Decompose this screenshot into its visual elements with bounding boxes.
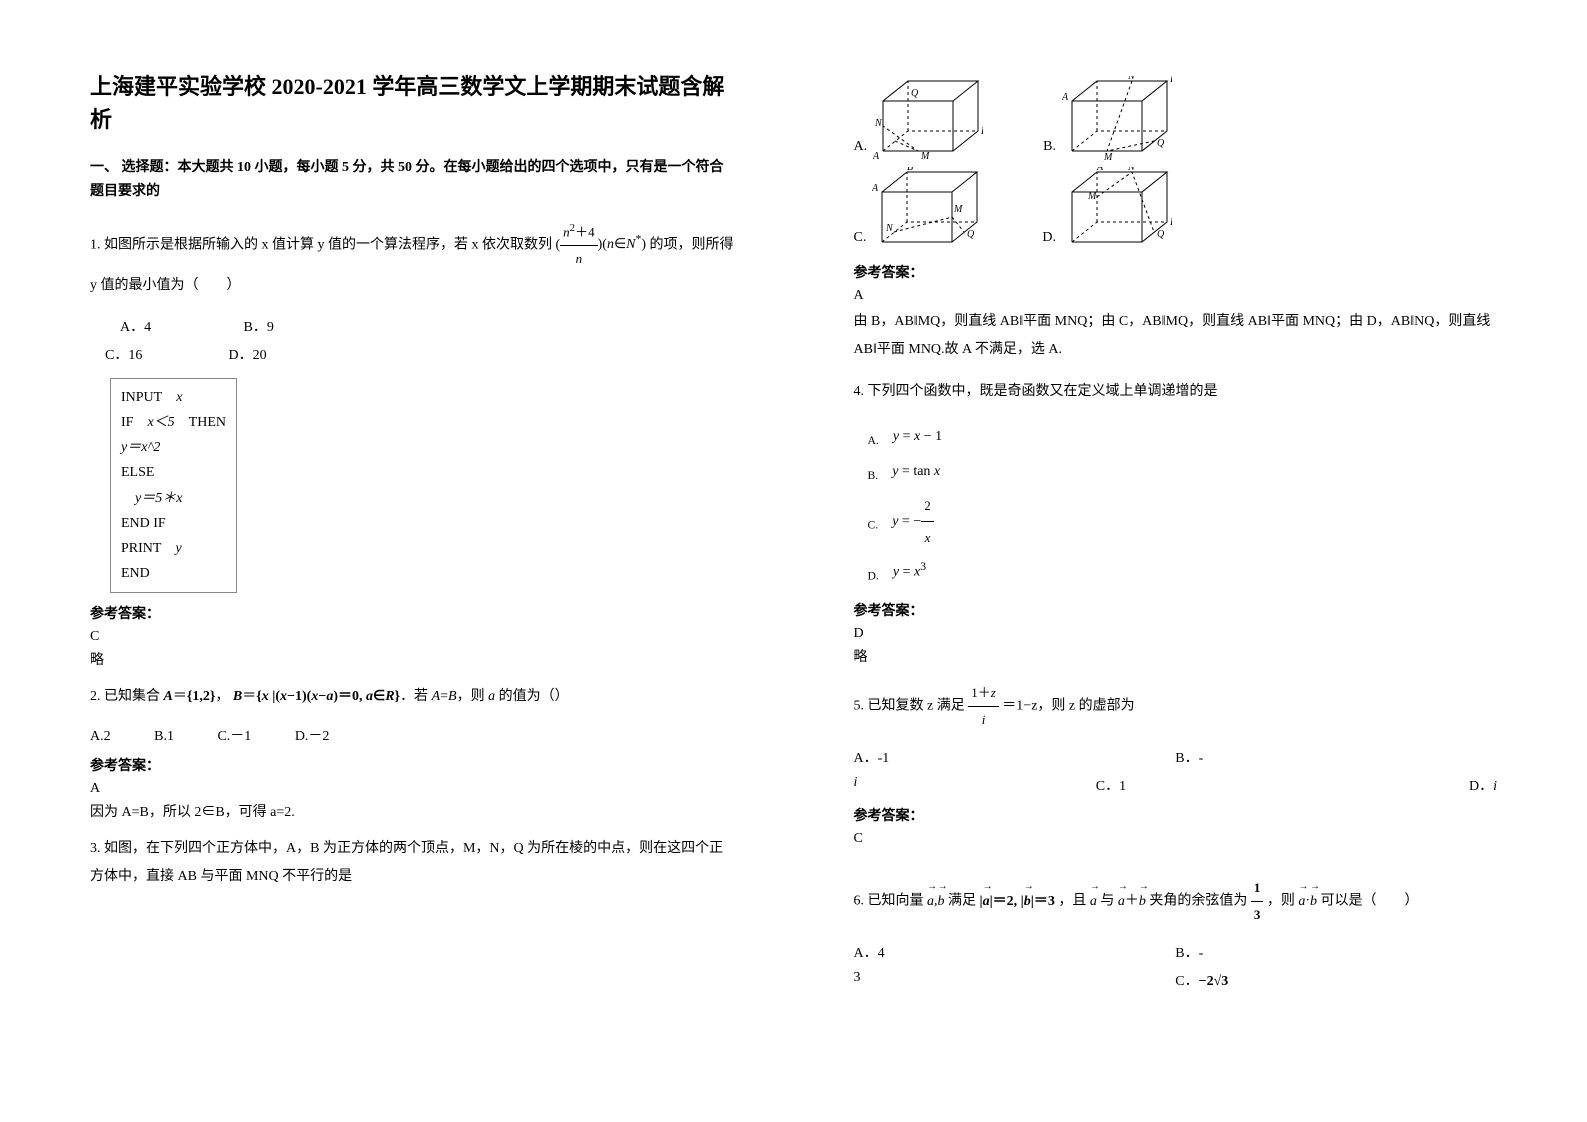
question-6: 6. 已知向量 a,b 满足 |a|＝2, |b|＝3 ，且 a 与 a＋b 夹… — [854, 875, 1498, 928]
q5-opt-b-i: i — [854, 775, 858, 790]
q2-opt-b: B.1 — [154, 729, 174, 745]
svg-text:B: B — [1170, 76, 1172, 85]
q6-opt-c: C． — [1175, 974, 1198, 989]
q1-options: A．4 B．9 C．16 D．20 — [120, 314, 734, 370]
q5-options: A．-1 B．- i C．1 D．i — [854, 747, 1498, 795]
svg-text:N: N — [1127, 76, 1136, 82]
q3-explain: 由 B，AB‖MQ，则直线 AB‖平面 MNQ；由 C，AB‖MQ，则直线 AB… — [854, 308, 1498, 364]
svg-text:N: N — [885, 223, 894, 234]
q1-ans: C — [90, 629, 734, 645]
cube-d-icon: A B N M Q — [1062, 167, 1172, 252]
q2-opt-a: A.2 — [90, 729, 111, 745]
svg-text:B: B — [981, 126, 983, 137]
svg-text:Q: Q — [1157, 229, 1165, 240]
q1-opt-d: D．20 — [229, 348, 267, 363]
q5-stem-a: 5. 已知复数 z 满足 — [854, 699, 965, 714]
q1-code: INPUT x IF x＜5 THEN y＝x^2 ELSE y＝5＊x END… — [110, 378, 237, 594]
svg-text:Q: Q — [967, 229, 975, 240]
q1-note: 略 — [90, 649, 734, 669]
svg-text:N: N — [1127, 167, 1136, 173]
q3-label-b: B. — [1043, 139, 1056, 161]
question-5: 5. 已知复数 z 满足 1＋zi ＝1−z，则 z 的虚部为 — [854, 680, 1498, 733]
q2-ans: A — [90, 781, 734, 797]
q4-options: A. y = x − 1 B. y = tan x C. y = −2x D. … — [868, 420, 1498, 590]
q5-opt-b: B．- — [1175, 747, 1497, 767]
svg-text:A: A — [1062, 92, 1069, 103]
svg-text:B: B — [907, 167, 913, 173]
q6-opt-a: A．4 — [854, 942, 1176, 962]
svg-text:M: M — [953, 204, 963, 215]
svg-text:M: M — [920, 151, 930, 161]
cube-a-icon: Q M N A B — [873, 76, 983, 161]
q4-ans: D — [854, 626, 1498, 642]
q2-opt-c: C.－1 — [217, 725, 251, 745]
q1-stem-a: 1. 如图所示是根据所输入的 x 值计算 y 值的一个算法程序，若 x 依次取数… — [90, 237, 552, 252]
q6-options: A．4 B．- 3 C．−2√3 — [854, 942, 1498, 990]
svg-text:M: M — [1087, 191, 1097, 202]
q1-ans-label: 参考答案： — [90, 603, 734, 623]
q3-cubes-row1: A. Q M N A B — [854, 76, 1498, 161]
q2-opt-d: D.－2 — [295, 725, 330, 745]
q3-cubes-row2: C. A B N M Q — [854, 167, 1498, 252]
section-1-heading: 一、 选择题：本大题共 10 小题，每小题 5 分，共 50 分。在每小题给出的… — [90, 156, 734, 204]
svg-text:Q: Q — [911, 88, 919, 99]
q5-ans: C — [854, 831, 1498, 847]
q1-opt-a: A．4 — [120, 314, 240, 342]
question-3: 3. 如图，在下列四个正方体中，A，B 为正方体的两个顶点，M，N，Q 为所在棱… — [90, 835, 734, 891]
q1-opt-c: C．16 — [105, 342, 225, 370]
svg-text:A: A — [872, 183, 879, 194]
cube-c-icon: A B N M Q — [872, 167, 982, 252]
q2-ans-label: 参考答案： — [90, 755, 734, 775]
q3-label-d: D. — [1042, 230, 1056, 252]
q5-stem-b: ＝1−z，则 z 的虚部为 — [1002, 699, 1134, 714]
svg-text:A: A — [1096, 167, 1104, 173]
cube-b-icon: A B N M Q — [1062, 76, 1172, 161]
q5-opt-a: A．-1 — [854, 747, 1176, 767]
q3-ans-label: 参考答案： — [854, 262, 1498, 282]
q4-note: 略 — [854, 646, 1498, 666]
q5-ans-label: 参考答案： — [854, 805, 1498, 825]
q3-label-a: A. — [854, 139, 868, 161]
question-2: 2. 已知集合 A＝{1,2}， B＝{x |(x−1)(x−a)＝0, a∈R… — [90, 683, 734, 711]
svg-text:B: B — [1170, 217, 1172, 228]
q3-label-c: C. — [854, 230, 867, 252]
q1-opt-b: B．9 — [244, 320, 274, 335]
page-title: 上海建平实验学校 2020-2021 学年高三数学文上学期期末试题含解析 — [90, 70, 734, 136]
svg-text:Q: Q — [1157, 138, 1165, 149]
svg-text:M: M — [1103, 152, 1113, 161]
q6-opt-b: B．- — [1175, 942, 1497, 962]
q2-note: 因为 A=B，所以 2∈B，可得 a=2. — [90, 801, 734, 821]
question-1: 1. 如图所示是根据所输入的 x 值计算 y 值的一个算法程序，若 x 依次取数… — [90, 218, 734, 300]
q5-opt-d: D． — [1469, 779, 1493, 794]
q2-options: A.2 B.1 C.－1 D.－2 — [90, 725, 734, 745]
q6-opt-3: 3 — [854, 970, 1176, 990]
q3-ans: A — [854, 288, 1498, 304]
svg-text:N: N — [874, 118, 883, 129]
svg-text:A: A — [873, 151, 880, 161]
q5-opt-c: C．1 — [982, 775, 1239, 795]
question-4: 4. 下列四个函数中，既是奇函数又在定义域上单调递增的是 — [854, 378, 1498, 406]
q4-ans-label: 参考答案： — [854, 600, 1498, 620]
